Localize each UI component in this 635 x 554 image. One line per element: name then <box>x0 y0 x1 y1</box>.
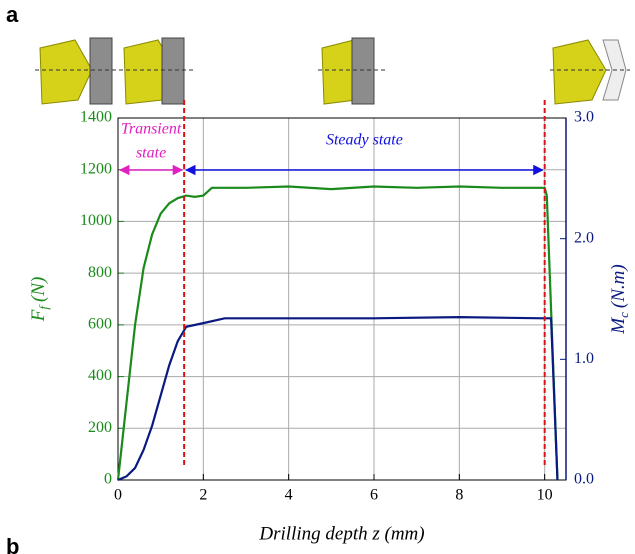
y-tick-label: 600 <box>88 316 112 333</box>
axis-label-sub: f <box>36 304 51 310</box>
x-tick-label: 2 <box>199 487 207 504</box>
y-tick-label: 1000 <box>80 212 112 229</box>
x-tick-label: 0 <box>114 487 122 504</box>
axis-label-sub: c <box>616 312 631 318</box>
x-tick-label: 4 <box>285 487 293 504</box>
x-tick-label: 10 <box>537 487 553 504</box>
drill-icons <box>35 37 630 105</box>
y2-tick-label: 2.0 <box>574 229 594 246</box>
y-tick-label: 0 <box>104 471 112 488</box>
axis-label-symbol: F <box>28 309 49 322</box>
y-tick-label: 800 <box>88 264 112 281</box>
series-line <box>116 185 559 481</box>
axis-label-unit: (N) <box>28 277 49 302</box>
axis-label: Ff (N) <box>28 277 51 323</box>
y2-tick-label: 3.0 <box>574 109 594 126</box>
x-axis-label: Drilling depth z (mm) <box>258 523 424 544</box>
x-tick-label: 6 <box>370 487 378 504</box>
axis-label-symbol: M <box>608 317 629 335</box>
x-tick-label: 8 <box>455 487 463 504</box>
y-tick-label: 200 <box>88 419 112 436</box>
y2-tick-label: 1.0 <box>574 350 594 367</box>
y-tick-label: 1400 <box>80 109 112 126</box>
panel-label: b <box>6 534 19 554</box>
panel-label: a <box>6 2 19 27</box>
y2-tick-label: 0.0 <box>574 471 594 488</box>
plot-frame <box>117 117 567 481</box>
annotation: Steady state <box>326 132 403 149</box>
axis-label: Mc (N.m) <box>608 264 631 334</box>
axis-label-unit: (N.m) <box>608 264 629 308</box>
series-line <box>117 315 559 482</box>
y-tick-label: 400 <box>88 367 112 384</box>
annotation: state <box>136 145 166 162</box>
y-tick-label: 1200 <box>80 160 112 177</box>
annotation: Transient <box>121 121 182 138</box>
